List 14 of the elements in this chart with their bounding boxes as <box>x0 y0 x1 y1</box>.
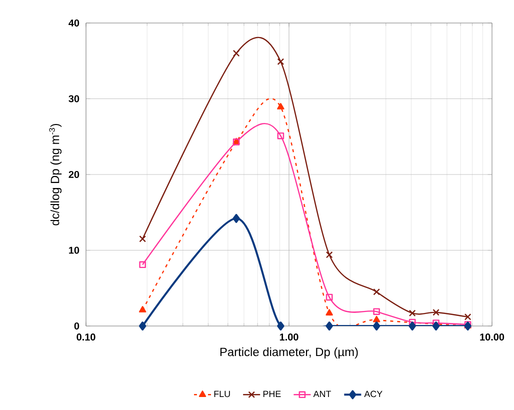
legend-label: PHE <box>263 390 281 397</box>
x-tick-label: 0.10 <box>76 334 96 341</box>
legend-label: FLU <box>214 390 230 398</box>
x-tick-label: 1.00 <box>280 334 298 341</box>
x-axis-title: Particle diameter, Dp (µm) <box>220 347 358 359</box>
x-tick-label: 10.00 <box>480 334 504 341</box>
legend-label: ACY <box>364 390 382 398</box>
legend-label: ANT <box>313 390 331 397</box>
y-tick-label: 0 <box>74 322 80 330</box>
y-tick-label: 20 <box>68 170 80 178</box>
y-axis-title: dc/dlog Dp (ng m$^{-3}$) <box>49 124 62 226</box>
y-tick-label: 40 <box>68 19 80 27</box>
y-tick-label: 10 <box>69 246 80 254</box>
y-tick-label: 30 <box>68 95 80 102</box>
